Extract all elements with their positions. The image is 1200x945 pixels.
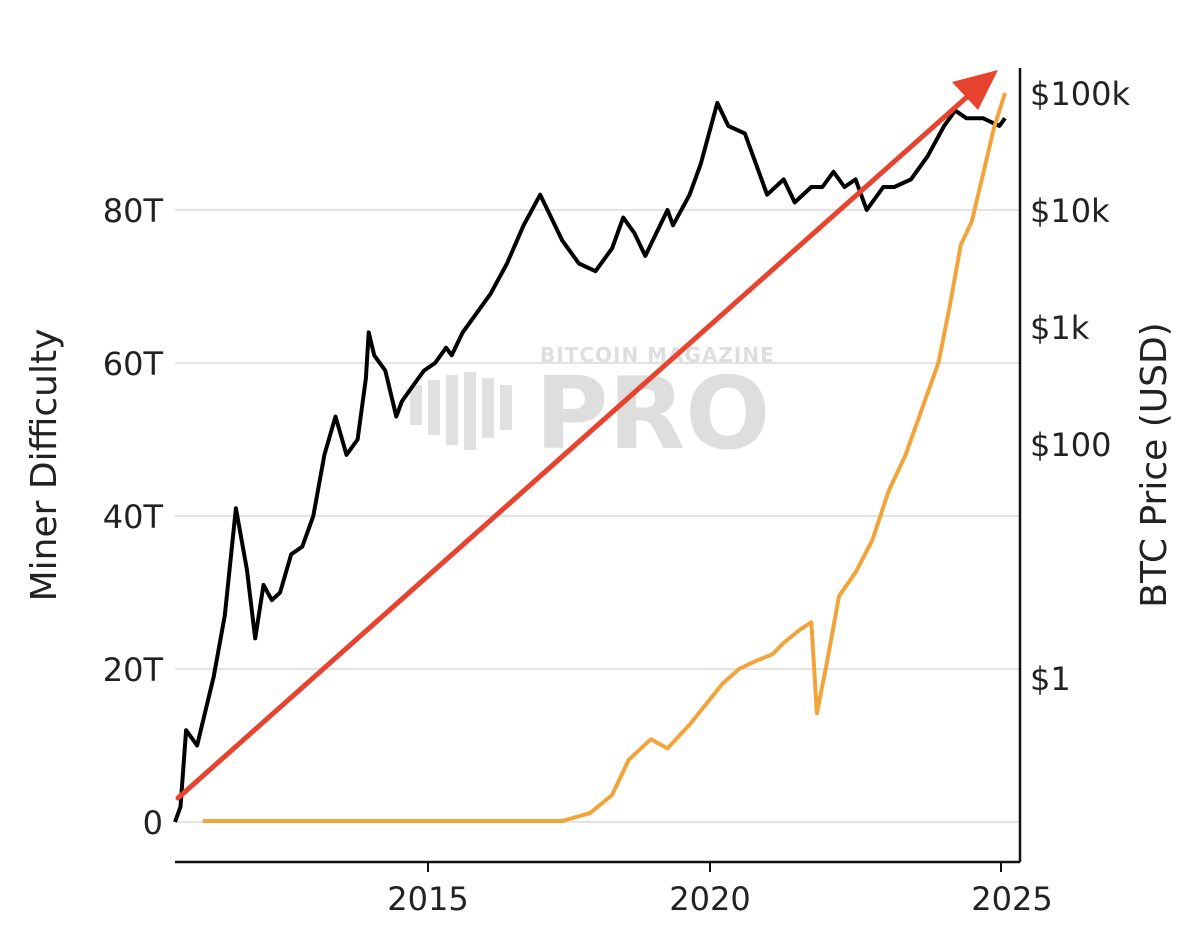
- watermark: BITCOIN MAGAZINE PRO: [410, 343, 775, 472]
- left-tick-label: 80T: [103, 192, 164, 230]
- left-axis-tick-labels: 0 20T 40T 60T 80T: [103, 192, 164, 842]
- left-tick-label: 60T: [103, 345, 164, 383]
- left-tick-label: 40T: [103, 498, 164, 536]
- series-layer: [173, 92, 1007, 823]
- watermark-top-text: BITCOIN MAGAZINE: [540, 343, 775, 367]
- right-tick-label: $100: [1030, 426, 1111, 464]
- x-axis-ticks: [427, 862, 1002, 872]
- difficulty-series-line: [173, 100, 1007, 823]
- x-tick-label: 2015: [387, 880, 468, 918]
- right-tick-label: $100k: [1030, 75, 1130, 113]
- right-axis-tick-labels: $1 $100 $1k $10k $100k: [1030, 75, 1130, 698]
- gridlines: [175, 209, 1020, 823]
- x-tick-label: 2020: [669, 880, 750, 918]
- left-tick-label: 20T: [103, 651, 164, 689]
- arrowhead-icon: [952, 70, 998, 110]
- right-axis-title: BTC Price (USD): [1134, 322, 1175, 607]
- trend-arrow: [175, 70, 998, 801]
- left-axis-title: Miner Difficulty: [24, 329, 65, 602]
- x-tick-label: 2025: [971, 880, 1052, 918]
- right-tick-label: $10k: [1030, 192, 1110, 230]
- right-tick-label: $1k: [1030, 309, 1090, 347]
- watermark-logo-icon: [410, 372, 512, 450]
- right-tick-label: $1: [1030, 660, 1071, 698]
- price-series-line: [202, 92, 1007, 823]
- watermark-main-text: PRO: [535, 355, 770, 472]
- left-tick-label: 0: [143, 804, 163, 842]
- x-axis-tick-labels: 2015 2020 2025: [387, 880, 1052, 918]
